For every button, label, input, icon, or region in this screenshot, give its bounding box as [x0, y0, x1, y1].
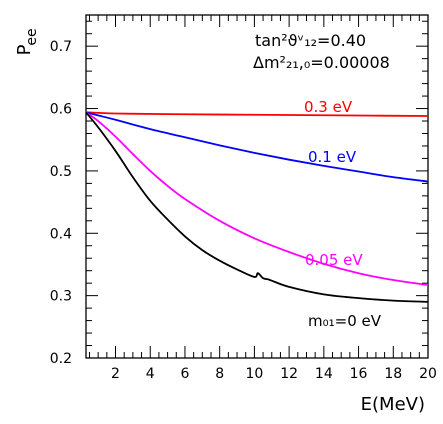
- x-tick-label: 4: [146, 366, 155, 382]
- series-line-0-1-ev: [85, 111, 429, 183]
- series-label-0-3-ev: 0.3 eV: [304, 98, 353, 116]
- series-line-0-3-ev: [85, 111, 429, 117]
- y-tick-label: 0.7: [50, 39, 72, 55]
- axis-ticks: [86, 15, 429, 359]
- annotation-mass-splitting: Δm²₂₁,₀=0.00008: [253, 53, 390, 72]
- x-tick-label: 6: [180, 366, 189, 382]
- series-line-m01-0-ev: [85, 111, 429, 303]
- series-lines: [85, 111, 429, 303]
- x-tick-label: 16: [350, 366, 368, 382]
- plot-frame: [85, 14, 429, 359]
- y-tick-label: 0.5: [50, 164, 72, 180]
- x-tick-label: 10: [245, 366, 263, 382]
- x-tick-label: 20: [419, 366, 437, 382]
- x-axis-label: E(MeV): [361, 394, 425, 415]
- tick-labels: 2 4 6 8 10 12 14 16 18 20 0.2 0.3 0.4 0.5 0.6 0.7: [50, 39, 437, 382]
- y-tick-label: 0.4: [50, 226, 72, 242]
- series-label-m01-0-ev: m₀₁=0 eV: [308, 312, 382, 330]
- y-axis-label-subscript: ee: [24, 28, 40, 45]
- y-tick-label: 0.2: [50, 351, 72, 367]
- x-tick-label: 14: [315, 366, 333, 382]
- series-line-0-05-ev: [85, 111, 429, 286]
- y-tick-label: 0.3: [50, 289, 72, 305]
- x-tick-label: 12: [280, 366, 298, 382]
- x-tick-label: 8: [215, 366, 224, 382]
- x-tick-label: 18: [384, 366, 402, 382]
- series-label-0-1-ev: 0.1 eV: [308, 148, 357, 166]
- y-tick-label: 0.6: [50, 102, 72, 118]
- annotation-mixing-angle: tan²ϑᵛ₁₂=0.40: [255, 31, 366, 50]
- series-label-0-05-ev: 0.05 eV: [305, 251, 363, 269]
- x-tick-label: 2: [111, 366, 120, 382]
- y-axis-label: P: [14, 44, 35, 55]
